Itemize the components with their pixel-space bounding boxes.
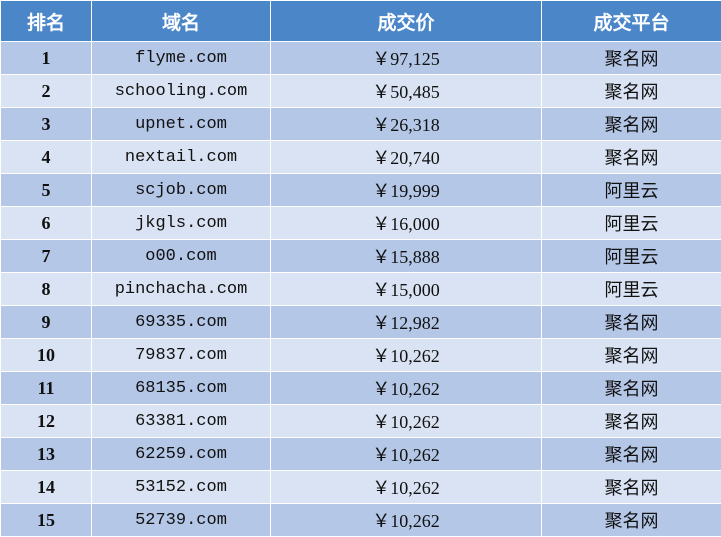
header-cell: 排名 bbox=[0, 0, 92, 42]
domain-cell: 69335.com bbox=[91, 305, 271, 339]
price-cell: ￥26,318 bbox=[270, 107, 542, 141]
platform-cell: 聚名网 bbox=[541, 437, 721, 471]
table-row: 2 schooling.com ￥50,485 聚名网 bbox=[0, 74, 721, 108]
price-cell: ￥97,125 bbox=[270, 41, 542, 75]
header-row: 排名 域名 成交价 成交平台 bbox=[0, 0, 721, 42]
table-row: 14 53152.com ￥10,262 聚名网 bbox=[0, 470, 721, 504]
price-cell: ￥12,982 bbox=[270, 305, 542, 339]
table-row: 7 o00.com ￥15,888 阿里云 bbox=[0, 239, 721, 273]
domain-cell: flyme.com bbox=[91, 41, 271, 75]
rank-cell: 1 bbox=[0, 41, 92, 75]
table-row: 4 nextail.com ￥20,740 聚名网 bbox=[0, 140, 721, 174]
platform-cell: 聚名网 bbox=[541, 305, 721, 339]
price-cell: ￥10,262 bbox=[270, 437, 542, 471]
domain-cell: 68135.com bbox=[91, 371, 271, 405]
price-cell: ￥10,262 bbox=[270, 470, 542, 504]
price-cell: ￥50,485 bbox=[270, 74, 542, 108]
rank-cell: 14 bbox=[0, 470, 92, 504]
rank-cell: 12 bbox=[0, 404, 92, 438]
domain-cell: nextail.com bbox=[91, 140, 271, 174]
price-cell: ￥10,262 bbox=[270, 338, 542, 372]
rank-cell: 5 bbox=[0, 173, 92, 207]
header-cell: 成交平台 bbox=[541, 0, 721, 42]
rank-cell: 9 bbox=[0, 305, 92, 339]
rank-cell: 2 bbox=[0, 74, 92, 108]
domain-cell: pinchacha.com bbox=[91, 272, 271, 306]
domain-cell: schooling.com bbox=[91, 74, 271, 108]
platform-cell: 聚名网 bbox=[541, 503, 721, 537]
domain-cell: 52739.com bbox=[91, 503, 271, 537]
domain-cell: o00.com bbox=[91, 239, 271, 273]
rank-cell: 15 bbox=[0, 503, 92, 537]
domain-cell: scjob.com bbox=[91, 173, 271, 207]
platform-cell: 阿里云 bbox=[541, 206, 721, 240]
platform-cell: 阿里云 bbox=[541, 239, 721, 273]
domain-cell: 53152.com bbox=[91, 470, 271, 504]
price-cell: ￥10,262 bbox=[270, 371, 542, 405]
table-row: 6 jkgls.com ￥16,000 阿里云 bbox=[0, 206, 721, 240]
platform-cell: 阿里云 bbox=[541, 272, 721, 306]
platform-cell: 聚名网 bbox=[541, 338, 721, 372]
table-row: 11 68135.com ￥10,262 聚名网 bbox=[0, 371, 721, 405]
platform-cell: 聚名网 bbox=[541, 140, 721, 174]
header-cell: 域名 bbox=[91, 0, 271, 42]
price-cell: ￥10,262 bbox=[270, 503, 542, 537]
header-cell: 成交价 bbox=[270, 0, 542, 42]
domain-cell: jkgls.com bbox=[91, 206, 271, 240]
table-row: 15 52739.com ￥10,262 聚名网 bbox=[0, 503, 721, 537]
price-cell: ￥19,999 bbox=[270, 173, 542, 207]
table-row: 12 63381.com ￥10,262 聚名网 bbox=[0, 404, 721, 438]
domain-cell: upnet.com bbox=[91, 107, 271, 141]
rank-cell: 8 bbox=[0, 272, 92, 306]
rank-cell: 3 bbox=[0, 107, 92, 141]
platform-cell: 聚名网 bbox=[541, 371, 721, 405]
domain-cell: 62259.com bbox=[91, 437, 271, 471]
domain-cell: 79837.com bbox=[91, 338, 271, 372]
table-row: 10 79837.com ￥10,262 聚名网 bbox=[0, 338, 721, 372]
platform-cell: 聚名网 bbox=[541, 107, 721, 141]
rank-cell: 11 bbox=[0, 371, 92, 405]
rank-cell: 4 bbox=[0, 140, 92, 174]
table-row: 9 69335.com ￥12,982 聚名网 bbox=[0, 305, 721, 339]
table-row: 1 flyme.com ￥97,125 聚名网 bbox=[0, 41, 721, 75]
platform-cell: 阿里云 bbox=[541, 173, 721, 207]
price-cell: ￥10,262 bbox=[270, 404, 542, 438]
rank-cell: 7 bbox=[0, 239, 92, 273]
price-cell: ￥15,888 bbox=[270, 239, 542, 273]
table-row: 3 upnet.com ￥26,318 聚名网 bbox=[0, 107, 721, 141]
domain-cell: 63381.com bbox=[91, 404, 271, 438]
table-row: 8 pinchacha.com ￥15,000 阿里云 bbox=[0, 272, 721, 306]
platform-cell: 聚名网 bbox=[541, 74, 721, 108]
table-row: 13 62259.com ￥10,262 聚名网 bbox=[0, 437, 721, 471]
rank-cell: 13 bbox=[0, 437, 92, 471]
price-cell: ￥16,000 bbox=[270, 206, 542, 240]
rank-cell: 10 bbox=[0, 338, 92, 372]
platform-cell: 聚名网 bbox=[541, 41, 721, 75]
price-cell: ￥20,740 bbox=[270, 140, 542, 174]
table-row: 5 scjob.com ￥19,999 阿里云 bbox=[0, 173, 721, 207]
price-cell: ￥15,000 bbox=[270, 272, 542, 306]
platform-cell: 聚名网 bbox=[541, 404, 721, 438]
platform-cell: 聚名网 bbox=[541, 470, 721, 504]
rank-cell: 6 bbox=[0, 206, 92, 240]
table-body: 1 flyme.com ￥97,125 聚名网 2 schooling.com ￥50,48… bbox=[0, 41, 721, 537]
